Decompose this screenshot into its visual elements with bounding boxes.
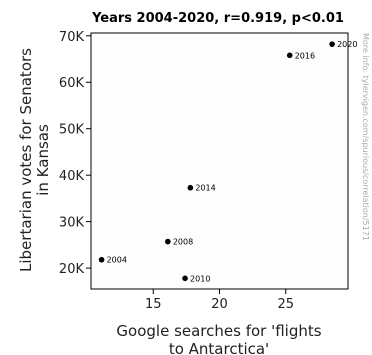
data-point-2016 (287, 53, 293, 59)
y-tick-label: 30K (59, 216, 85, 231)
point-label-2010: 2010 (190, 274, 210, 283)
y-tick-label: 70K (59, 30, 85, 45)
y-tick-label: 20K (59, 262, 85, 277)
x-tick-label: 15 (145, 297, 162, 312)
y-tick-label: 50K (59, 123, 85, 138)
x-axis-label-line-2: to Antarctica' (169, 340, 269, 355)
point-label-2008: 2008 (173, 238, 193, 247)
y-axis-label-line-2: in Kansas (34, 124, 52, 196)
y-axis: 20K 30K 40K 50K 60K 70K (59, 30, 91, 277)
data-point-2020 (329, 41, 335, 47)
data-point-2014 (188, 185, 194, 191)
data-point-2008 (165, 239, 171, 245)
y-tick-label: 60K (59, 76, 85, 91)
x-tick-label: 25 (277, 297, 294, 312)
data-point-2004 (99, 257, 105, 263)
x-tick-label: 20 (211, 297, 228, 312)
point-label-2016: 2016 (295, 51, 315, 60)
point-label-2014: 2014 (195, 184, 215, 193)
data-point-2010 (182, 276, 188, 282)
x-axis: 15 20 25 (145, 289, 294, 312)
x-axis-label-line-1: Google searches for 'flights (116, 322, 321, 340)
plot-area (91, 33, 348, 289)
y-tick-label: 40K (59, 169, 85, 184)
chart-title: Years 2004-2020, r=0.919, p<0.01 (91, 11, 344, 26)
point-label-2020: 2020 (337, 40, 357, 49)
watermark-text: More info: tylervigen.com/spurious/corre… (361, 33, 370, 241)
y-axis-label-line-1: Libertarian votes for Senators (17, 48, 35, 272)
point-label-2004: 2004 (107, 256, 127, 265)
